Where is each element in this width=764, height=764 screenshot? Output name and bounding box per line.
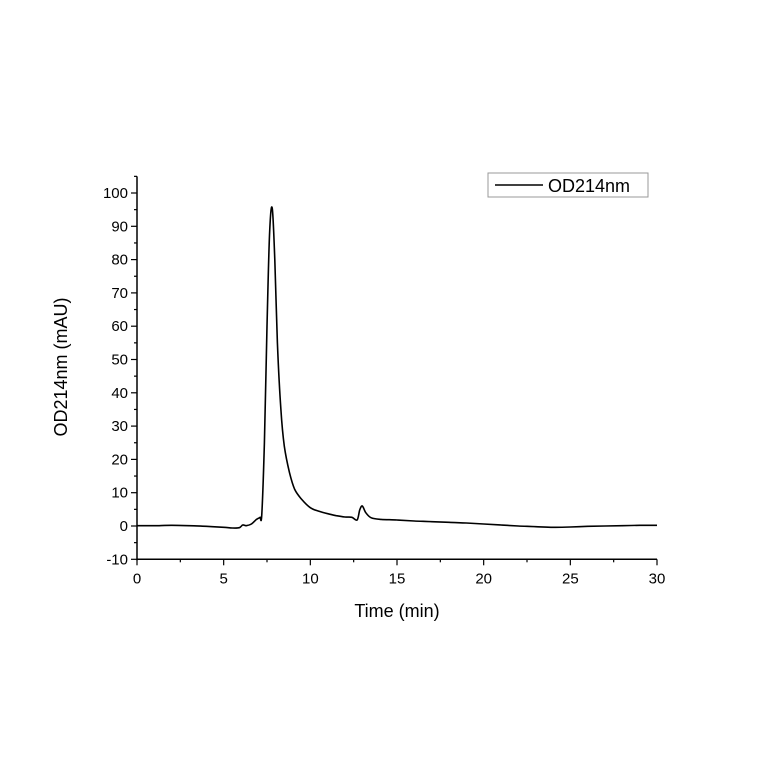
y-tick-label: 0: [120, 518, 128, 535]
y-axis-title: OD214nm (mAU): [51, 297, 71, 436]
y-tick-label: 10: [111, 485, 128, 502]
y-axis-ticks: -10 0 10 20 30 40 50 60 70 80 90 100: [103, 175, 137, 568]
y-tick-label: 90: [111, 218, 128, 235]
y-tick-label: 40: [111, 385, 128, 402]
y-tick-label: -10: [106, 551, 128, 568]
x-tick-label: 10: [302, 570, 319, 587]
od214nm-trace: [137, 206, 657, 529]
legend: OD214nm: [487, 172, 649, 198]
y-tick-label: 70: [111, 285, 128, 302]
x-tick-label: 0: [133, 570, 141, 587]
y-tick-label: 20: [111, 451, 128, 468]
y-tick-label: 100: [103, 185, 128, 202]
x-axis-title: Time (min): [354, 601, 439, 621]
x-tick-label: 5: [219, 570, 227, 587]
y-tick-label: 80: [111, 252, 128, 269]
x-tick-label: 25: [562, 570, 579, 587]
x-tick-label: 15: [389, 570, 406, 587]
legend-label: OD214nm: [548, 176, 630, 196]
y-tick-label: 30: [111, 418, 128, 435]
x-tick-label: 20: [475, 570, 492, 587]
y-tick-label: 60: [111, 318, 128, 335]
x-axis-ticks: 0 5 10 15 20 25 30: [133, 559, 666, 587]
y-tick-label: 50: [111, 352, 128, 369]
x-tick-label: 30: [649, 570, 666, 587]
